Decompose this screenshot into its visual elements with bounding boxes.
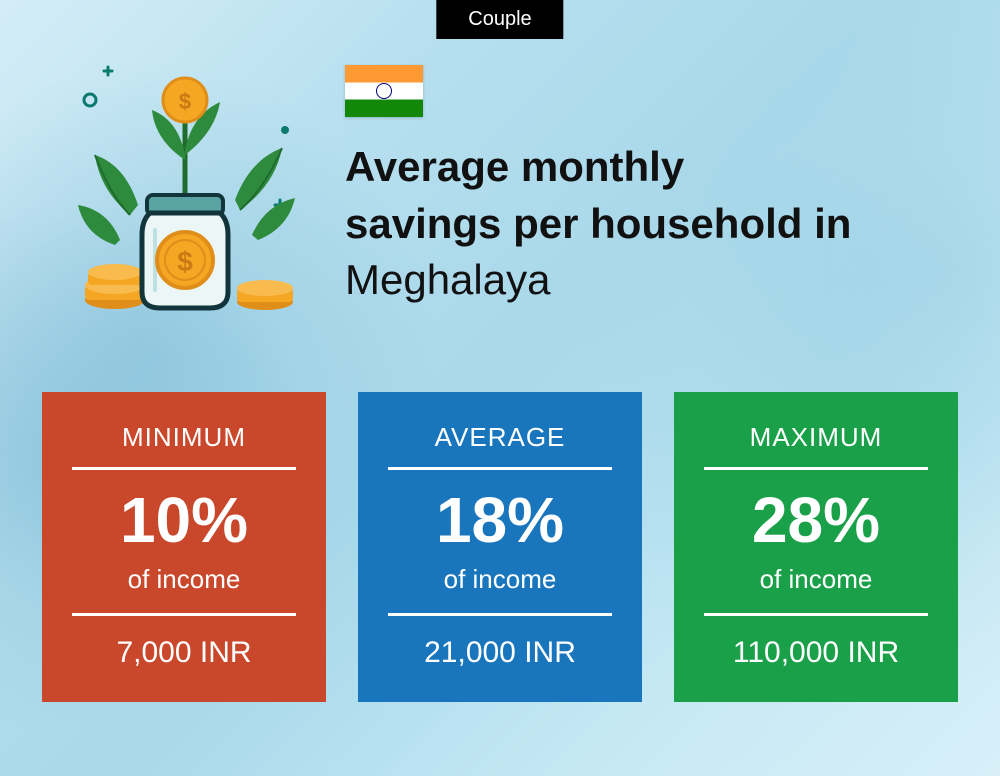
card-minimum: MINIMUM 10% of income 7,000 INR	[42, 392, 326, 702]
card-label: MAXIMUM	[704, 422, 928, 470]
stat-cards: MINIMUM 10% of income 7,000 INR AVERAGE …	[42, 392, 958, 702]
card-label: MINIMUM	[72, 422, 296, 470]
card-of-income: of income	[704, 564, 928, 616]
card-percent: 28%	[704, 488, 928, 552]
savings-illustration: $ $	[60, 60, 310, 320]
card-of-income: of income	[72, 564, 296, 616]
page-title: Average monthly savings per household in…	[345, 139, 851, 309]
card-label: AVERAGE	[388, 422, 612, 470]
card-amount: 21,000 INR	[388, 636, 612, 670]
category-badge: Couple	[436, 0, 563, 39]
card-maximum: MAXIMUM 28% of income 110,000 INR	[674, 392, 958, 702]
card-percent: 10%	[72, 488, 296, 552]
savings-jar-icon: $ $	[60, 60, 310, 320]
card-amount: 7,000 INR	[72, 636, 296, 670]
hero-section: $ $ Average monthly savings per househol…	[60, 60, 851, 320]
title-region: Meghalaya	[345, 256, 550, 303]
card-percent: 18%	[388, 488, 612, 552]
card-average: AVERAGE 18% of income 21,000 INR	[358, 392, 642, 702]
title-block: Average monthly savings per household in…	[345, 60, 851, 309]
title-line-2: savings per household in	[345, 200, 851, 247]
card-of-income: of income	[388, 564, 612, 616]
card-amount: 110,000 INR	[704, 636, 928, 670]
title-line-1: Average monthly	[345, 143, 684, 190]
india-flag-icon	[345, 65, 423, 117]
svg-text:$: $	[177, 246, 193, 277]
svg-text:$: $	[179, 89, 191, 114]
